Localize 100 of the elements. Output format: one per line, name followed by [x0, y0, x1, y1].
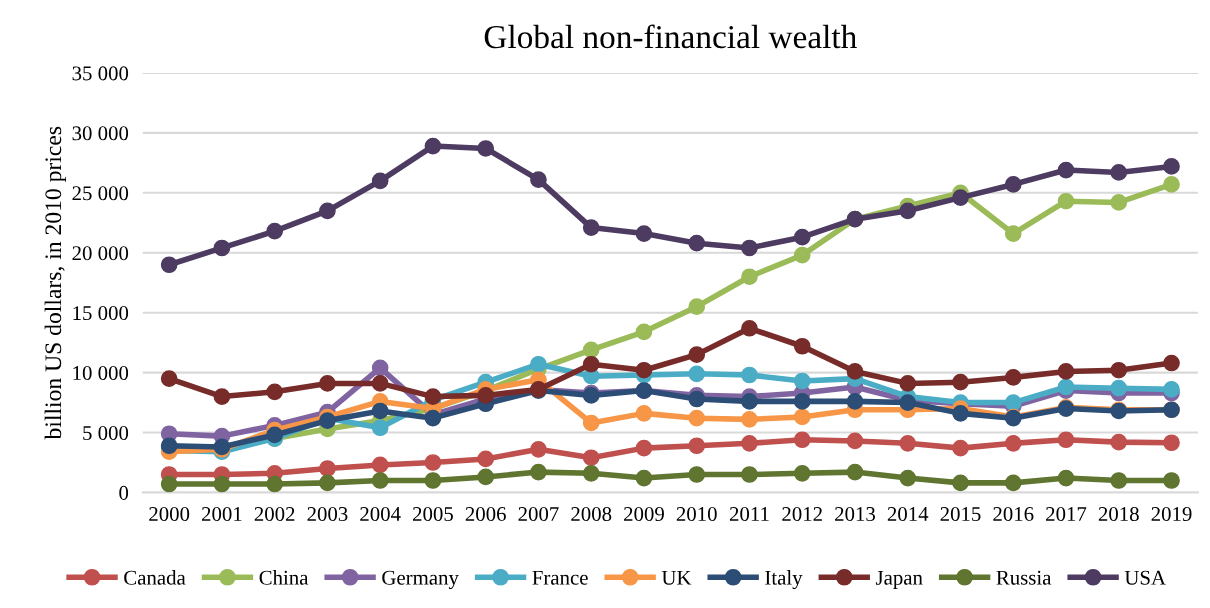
point: [1057, 469, 1075, 487]
x-tick-label: 2012: [782, 506, 822, 522]
point: [952, 405, 969, 422]
y-tick-label: 25 000: [72, 186, 129, 201]
legend-label: USA: [1124, 570, 1166, 585]
point: [635, 323, 653, 341]
point: [1110, 379, 1128, 397]
point: [952, 189, 969, 206]
point: [582, 219, 600, 236]
point: [1004, 474, 1022, 492]
point: [846, 393, 864, 410]
point: [793, 464, 811, 482]
x-tick-label: 2003: [307, 506, 348, 522]
point: [741, 435, 758, 452]
point: [793, 246, 811, 264]
chart-title: Global non-financial wealth: [484, 24, 857, 49]
point: [1057, 161, 1075, 179]
point: [741, 319, 758, 337]
y-tick-label: 0: [119, 485, 129, 500]
point: [530, 171, 547, 188]
point: [160, 475, 178, 493]
point: [899, 202, 917, 220]
point: [477, 468, 495, 486]
point: [899, 469, 917, 487]
point: [741, 393, 758, 410]
point: [371, 375, 389, 392]
x-tick-label: 2014: [887, 506, 929, 522]
point: [1110, 472, 1128, 489]
point: [741, 239, 758, 257]
point: [1004, 225, 1022, 242]
point: [582, 464, 600, 482]
point: [424, 388, 442, 405]
x-tick-label: 2016: [993, 506, 1034, 522]
point: [635, 439, 653, 457]
y-tick-label: 15 000: [73, 306, 129, 321]
point: [160, 256, 178, 274]
point: [1057, 192, 1075, 210]
point: [688, 437, 706, 455]
point: [1163, 381, 1180, 398]
point: [793, 337, 811, 355]
point: [266, 475, 284, 493]
legend-label: Italy: [765, 570, 803, 590]
point: [688, 466, 706, 483]
point: [371, 456, 389, 474]
point: [371, 402, 389, 420]
point: [952, 373, 969, 391]
point: [266, 426, 284, 444]
x-tick-label: 2018: [1098, 506, 1139, 522]
point: [1057, 431, 1075, 449]
point: [424, 137, 442, 155]
y-axis-title: billion US dollars, in 2010 prices: [44, 126, 67, 440]
point: [741, 411, 758, 428]
point: [1004, 369, 1022, 386]
point: [952, 439, 969, 457]
x-tick-label: 2013: [835, 506, 876, 522]
point: [793, 408, 811, 426]
point: [846, 432, 864, 450]
point: [1110, 164, 1128, 181]
point: [424, 409, 442, 427]
point: [1163, 176, 1180, 193]
point: [1004, 176, 1022, 193]
point: [371, 419, 389, 437]
point: [688, 390, 706, 408]
x-tick-label: 2010: [676, 506, 717, 522]
point: [213, 475, 231, 493]
point: [319, 474, 336, 492]
point: [160, 370, 178, 387]
point: [1004, 394, 1022, 411]
point: [477, 450, 495, 468]
point: [424, 454, 442, 471]
point: [1110, 194, 1128, 211]
point: [635, 405, 653, 422]
point: [371, 472, 389, 489]
point: [635, 361, 653, 379]
x-tick-label: 2007: [518, 506, 559, 522]
point: [582, 449, 600, 467]
legend-label: Canada: [124, 570, 186, 585]
x-tick-label: 2019: [1151, 506, 1192, 522]
point: [1163, 434, 1180, 452]
x-tick-label: 2015: [940, 506, 981, 522]
point: [1110, 361, 1128, 379]
y-tick-label: 30 000: [72, 126, 129, 141]
point: [582, 341, 600, 359]
x-tick-label: 2001: [202, 506, 242, 522]
point: [1163, 354, 1180, 372]
point: [530, 355, 547, 373]
point: [530, 463, 547, 481]
point: [582, 355, 600, 373]
point: [793, 431, 811, 449]
point: [793, 393, 811, 410]
point: [1057, 363, 1075, 380]
legend-label: Germany: [382, 570, 459, 590]
point: [952, 474, 969, 492]
point: [266, 222, 284, 240]
point: [741, 366, 758, 384]
x-tick-label: 2017: [1046, 506, 1087, 522]
x-tick-label: 2011: [729, 506, 769, 522]
point: [1110, 433, 1128, 451]
point: [530, 440, 547, 458]
point: [1004, 435, 1022, 452]
